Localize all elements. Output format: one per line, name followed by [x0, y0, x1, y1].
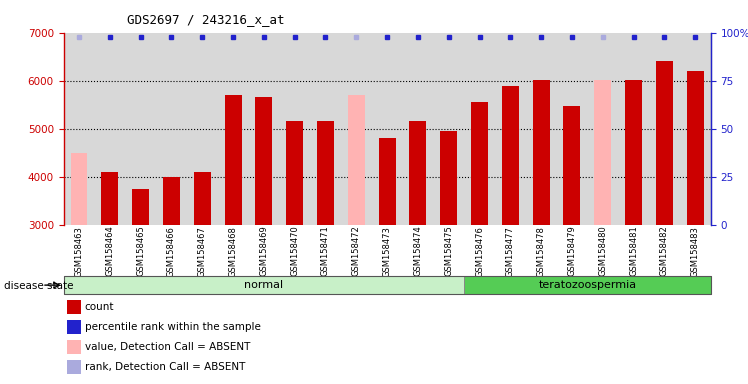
Bar: [286, 121, 303, 225]
Text: percentile rank within the sample: percentile rank within the sample: [85, 322, 260, 332]
Text: GDS2697 / 243216_x_at: GDS2697 / 243216_x_at: [127, 13, 285, 26]
Text: GSM158479: GSM158479: [568, 226, 577, 276]
Bar: [656, 61, 673, 225]
Bar: [533, 80, 550, 225]
Bar: [687, 71, 704, 225]
Text: GSM158482: GSM158482: [660, 226, 669, 276]
Text: GSM158478: GSM158478: [536, 226, 545, 276]
Text: GSM158473: GSM158473: [382, 226, 392, 276]
Text: GSM158476: GSM158476: [475, 226, 484, 276]
Text: GSM158467: GSM158467: [197, 226, 206, 276]
Bar: [471, 102, 488, 225]
Text: GSM158481: GSM158481: [629, 226, 638, 276]
Bar: [441, 131, 457, 225]
Text: GSM158466: GSM158466: [167, 226, 176, 276]
Text: GSM158465: GSM158465: [136, 226, 145, 276]
Text: GSM158472: GSM158472: [352, 226, 361, 276]
Text: GSM158469: GSM158469: [260, 226, 269, 276]
Text: GSM158480: GSM158480: [598, 226, 607, 276]
Text: GSM158470: GSM158470: [290, 226, 299, 276]
Bar: [409, 121, 426, 225]
Bar: [194, 172, 211, 225]
Bar: [70, 153, 88, 225]
Text: GSM158471: GSM158471: [321, 226, 330, 276]
Text: GSM158477: GSM158477: [506, 226, 515, 276]
Text: teratozoospermia: teratozoospermia: [539, 280, 637, 290]
Text: GSM158468: GSM158468: [229, 226, 238, 276]
Bar: [595, 80, 611, 225]
Bar: [625, 80, 642, 225]
Bar: [464, 276, 711, 294]
Bar: [132, 189, 149, 225]
Text: GSM158464: GSM158464: [105, 226, 114, 276]
Text: GSM158474: GSM158474: [414, 226, 423, 276]
Text: count: count: [85, 302, 114, 312]
Bar: [64, 276, 464, 294]
Text: value, Detection Call = ABSENT: value, Detection Call = ABSENT: [85, 342, 250, 352]
Bar: [317, 121, 334, 225]
Text: GSM158483: GSM158483: [690, 226, 699, 276]
Bar: [101, 172, 118, 225]
Bar: [348, 95, 365, 225]
Text: rank, Detection Call = ABSENT: rank, Detection Call = ABSENT: [85, 362, 245, 372]
Bar: [502, 86, 519, 225]
Bar: [255, 98, 272, 225]
Text: normal: normal: [245, 280, 283, 290]
Bar: [163, 177, 180, 225]
Bar: [378, 138, 396, 225]
Text: disease state: disease state: [4, 281, 73, 291]
Bar: [563, 106, 580, 225]
Bar: [224, 95, 242, 225]
Text: GSM158463: GSM158463: [75, 226, 84, 276]
Text: GSM158475: GSM158475: [444, 226, 453, 276]
